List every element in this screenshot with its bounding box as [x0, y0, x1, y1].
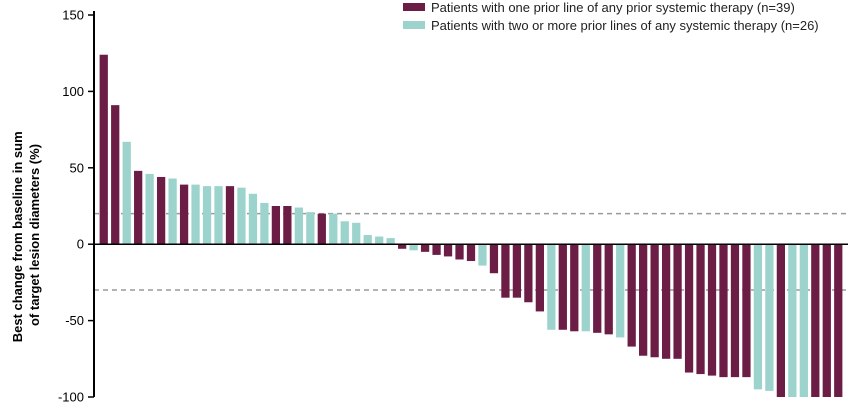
bar-one-prior-line	[271, 206, 281, 245]
bar-one-prior-line	[834, 244, 843, 397]
bar-two-or-more-prior-lines	[788, 244, 797, 397]
y-tick-label: 150	[62, 8, 84, 23]
bar-one-prior-line	[822, 244, 831, 397]
legend-item-one-prior-line: Patients with one prior line of any prio…	[403, 0, 795, 15]
bar-two-or-more-prior-lines	[294, 207, 303, 245]
bar-one-prior-line	[524, 244, 533, 303]
bar-two-or-more-prior-lines	[145, 173, 154, 245]
bar-two-or-more-prior-lines	[753, 244, 763, 390]
axes-group: 150 100 50 0 -50 -100	[58, 8, 848, 405]
bar-one-prior-line	[443, 244, 453, 257]
bar-one-prior-line	[776, 244, 786, 397]
bar-one-prior-line	[489, 244, 499, 274]
bar-one-prior-line	[317, 213, 326, 245]
bars-group	[99, 54, 843, 397]
bar-one-prior-line	[398, 244, 407, 249]
bar-one-prior-line	[684, 244, 694, 373]
bar-one-prior-line	[501, 244, 510, 298]
y-axis-title-line-2: of target lesion diameters (%)	[27, 144, 42, 326]
bar-one-prior-line	[156, 176, 166, 245]
bar-one-prior-line	[432, 244, 441, 255]
bar-two-or-more-prior-lines	[363, 235, 372, 245]
bar-one-prior-line	[811, 244, 820, 397]
legend-label: Patients with one prior line of any prio…	[431, 0, 795, 15]
legend-item-two-or-more-prior-lines: Patients with two or more prior lines of…	[403, 18, 819, 33]
bar-two-or-more-prior-lines	[329, 213, 338, 245]
bar-one-prior-line	[466, 244, 476, 262]
bar-two-or-more-prior-lines	[237, 187, 246, 245]
bar-one-prior-line	[707, 244, 717, 376]
bar-one-prior-line	[742, 244, 751, 378]
legend-label: Patients with two or more prior lines of…	[431, 18, 819, 33]
y-axis-title-line-1: Best change from baseline in sum	[10, 131, 25, 342]
bar-two-or-more-prior-lines	[765, 244, 774, 391]
bar-two-or-more-prior-lines	[340, 221, 349, 245]
legend: Patients with one prior line of any prio…	[403, 0, 819, 33]
bar-two-or-more-prior-lines	[409, 244, 418, 251]
bar-one-prior-line	[99, 54, 108, 245]
bar-one-prior-line	[627, 244, 636, 347]
bar-one-prior-line	[673, 244, 682, 359]
bar-two-or-more-prior-lines	[581, 244, 590, 332]
bar-one-prior-line	[225, 186, 235, 245]
bar-one-prior-line	[570, 244, 579, 332]
bar-one-prior-line	[512, 244, 522, 298]
bar-one-prior-line	[604, 244, 613, 335]
y-tick-label: 100	[62, 84, 84, 99]
bar-one-prior-line	[455, 244, 464, 260]
legend-swatch	[403, 3, 425, 11]
bar-one-prior-line	[111, 105, 120, 245]
bar-one-prior-line	[593, 244, 602, 333]
bar-two-or-more-prior-lines	[202, 186, 212, 245]
bar-two-or-more-prior-lines	[478, 244, 487, 266]
bar-two-or-more-prior-lines	[547, 244, 556, 330]
bar-two-or-more-prior-lines	[248, 193, 258, 245]
bar-one-prior-line	[719, 244, 728, 378]
y-tick-label: -100	[58, 390, 84, 405]
bar-two-or-more-prior-lines	[375, 236, 384, 245]
bar-one-prior-line	[696, 244, 705, 375]
bar-two-or-more-prior-lines	[616, 244, 625, 338]
y-tick-label: 0	[77, 237, 84, 252]
bar-one-prior-line	[134, 170, 143, 245]
bar-two-or-more-prior-lines	[260, 202, 269, 245]
legend-swatch	[403, 21, 425, 29]
bar-one-prior-line	[639, 244, 648, 356]
bar-two-or-more-prior-lines	[122, 141, 131, 245]
bar-one-prior-line	[558, 244, 567, 330]
bar-two-or-more-prior-lines	[306, 212, 315, 245]
bar-two-or-more-prior-lines	[214, 186, 223, 245]
bar-one-prior-line	[535, 244, 544, 312]
y-ticks: 150 100 50 0 -50 -100	[58, 8, 94, 405]
bar-two-or-more-prior-lines	[191, 184, 200, 245]
bar-two-or-more-prior-lines	[352, 222, 361, 245]
bar-one-prior-line	[283, 206, 292, 245]
y-tick-label: -50	[65, 313, 84, 328]
bar-two-or-more-prior-lines	[386, 238, 395, 245]
bar-two-or-more-prior-lines	[799, 244, 808, 397]
bar-two-or-more-prior-lines	[168, 178, 177, 245]
bar-one-prior-line	[730, 244, 740, 378]
bar-one-prior-line	[650, 244, 659, 358]
y-axis-title: Best change from baseline in sum of targ…	[10, 128, 42, 343]
bar-one-prior-line	[179, 184, 189, 245]
bar-one-prior-line	[420, 244, 430, 252]
bar-one-prior-line	[661, 244, 671, 359]
y-tick-label: 50	[70, 160, 84, 175]
